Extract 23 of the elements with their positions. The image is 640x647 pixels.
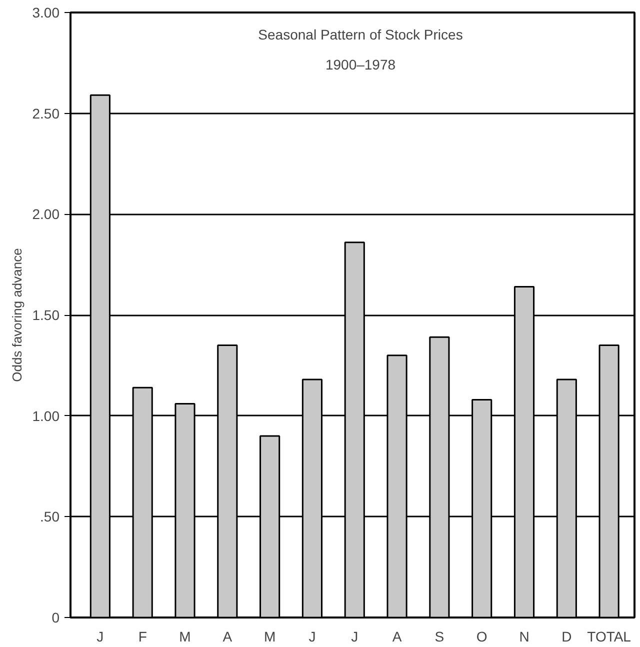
x-tick-label: A xyxy=(392,628,402,644)
y-tick-label: 1.50 xyxy=(32,307,60,323)
text: Seasonal Pattern of Stock Prices xyxy=(258,26,463,42)
y-tick-label: 0 xyxy=(52,610,60,626)
x-tick-label: J xyxy=(96,628,104,644)
y-axis-title: Odds favoring advance xyxy=(9,248,24,382)
x-tick-label: A xyxy=(222,628,233,644)
x-tick-label: N xyxy=(519,628,530,644)
x-tick-label: J xyxy=(308,628,316,644)
x-tick-label: M xyxy=(264,628,276,644)
x-tick-label: S xyxy=(434,628,444,644)
text: 1900–1978 xyxy=(325,56,396,72)
x-tick-label: M xyxy=(179,628,191,644)
x-tick-label: J xyxy=(351,628,358,644)
x-tick-label: O xyxy=(476,628,488,644)
y-tick-label: .50 xyxy=(40,508,60,525)
x-tick-label: F xyxy=(138,628,147,644)
y-tick-label: 2.00 xyxy=(32,206,60,222)
x-tick-label: D xyxy=(562,628,572,644)
x-tick-label: TOTAL xyxy=(587,628,632,644)
y-tick-label: 1.00 xyxy=(32,408,60,424)
y-tick-label: 2.50 xyxy=(32,105,60,122)
y-tick-label: 3.00 xyxy=(32,4,60,20)
